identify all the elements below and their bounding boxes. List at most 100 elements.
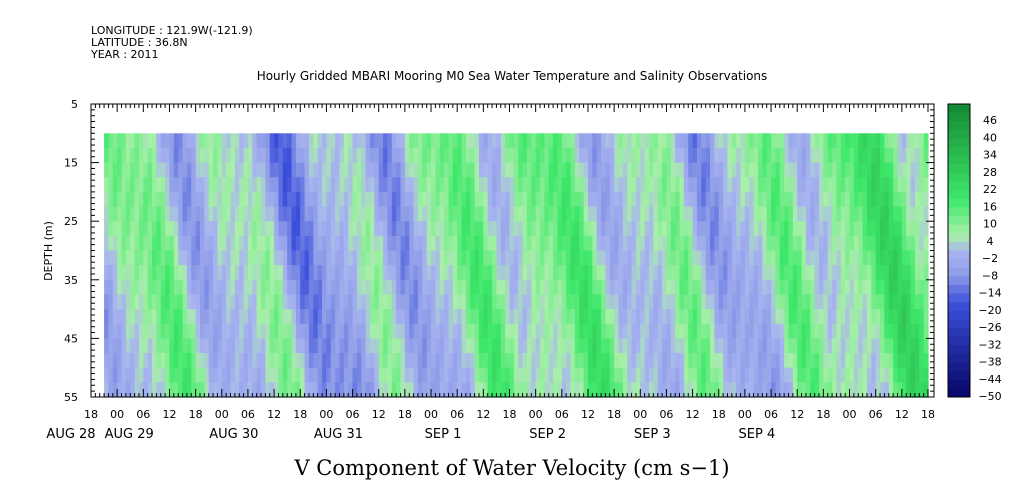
heatmap-cell — [901, 191, 907, 208]
heatmap-cell — [500, 206, 506, 222]
heatmap-cell — [579, 265, 585, 281]
heatmap-cell — [688, 367, 694, 383]
heatmap-cell — [505, 265, 511, 281]
heatmap-cell — [875, 177, 881, 193]
heatmap-cell — [609, 235, 615, 252]
heatmap-cell — [431, 221, 436, 237]
heatmap-cell — [914, 250, 920, 266]
colorbar-swatch — [948, 328, 970, 338]
heatmap-cell — [204, 382, 210, 398]
heatmap-cell — [165, 250, 171, 266]
heatmap-cell — [383, 206, 389, 222]
heatmap-cell — [387, 162, 393, 178]
heatmap-cell — [710, 250, 715, 266]
heatmap-cell — [762, 147, 768, 164]
heatmap-cell — [731, 250, 737, 266]
heatmap-cell — [675, 162, 681, 178]
heatmap-cell — [893, 177, 899, 193]
heatmap-cell — [461, 323, 467, 339]
heatmap-cell — [387, 338, 393, 354]
heatmap-cell — [426, 235, 432, 252]
heatmap-cell — [356, 338, 362, 354]
heatmap-cell — [805, 279, 811, 296]
heatmap-cell — [866, 147, 872, 164]
heatmap-cell — [531, 367, 537, 383]
heatmap-cell — [234, 338, 240, 354]
heatmap-cell — [731, 206, 737, 222]
heatmap-cell — [631, 177, 637, 193]
heatmap-cell — [522, 294, 528, 310]
x-date-label: SEP 3 — [634, 427, 671, 442]
heatmap-cell — [649, 265, 654, 281]
heatmap-cell — [330, 353, 336, 369]
heatmap-cell — [618, 382, 624, 398]
heatmap-cell — [138, 177, 144, 193]
heatmap-cell — [914, 353, 920, 369]
heatmap-cell — [400, 294, 406, 310]
heatmap-cell — [727, 221, 733, 237]
heatmap-cell — [587, 206, 593, 222]
heatmap-cell — [465, 382, 471, 398]
heatmap-cell — [217, 382, 223, 398]
heatmap-cell — [731, 191, 737, 208]
heatmap-cell — [627, 323, 633, 339]
heatmap-cell — [339, 265, 345, 281]
heatmap-cell — [553, 177, 559, 193]
heatmap-cell — [400, 162, 406, 178]
heatmap-cell — [513, 309, 519, 325]
heatmap-cell — [557, 338, 563, 354]
heatmap-cell — [213, 191, 219, 208]
heatmap-cell — [478, 206, 484, 222]
heatmap-cell — [701, 147, 707, 164]
heatmap-cell — [753, 250, 759, 266]
heatmap-cell — [461, 279, 467, 296]
heatmap-cell — [422, 162, 428, 178]
heatmap-cell — [779, 309, 785, 325]
heatmap-cell — [880, 191, 886, 208]
heatmap-cell — [875, 221, 881, 237]
heatmap-cell — [383, 250, 389, 266]
heatmap-cell — [134, 265, 140, 281]
heatmap-cell — [705, 323, 711, 339]
heatmap-cell — [862, 250, 868, 266]
heatmap-cell — [404, 221, 410, 237]
heatmap-cell — [330, 206, 336, 222]
heatmap-cell — [226, 309, 232, 325]
heatmap-cell — [692, 353, 698, 369]
heatmap-cell — [247, 353, 253, 369]
heatmap-cell — [618, 353, 624, 369]
heatmap-cell — [121, 250, 127, 266]
heatmap-cell — [788, 323, 794, 339]
heatmap-cell — [160, 162, 166, 178]
heatmap-cell — [875, 235, 881, 252]
heatmap-cell — [317, 323, 323, 339]
heatmap-cell — [705, 309, 711, 325]
heatmap-cell — [692, 338, 698, 354]
heatmap-cell — [457, 177, 463, 193]
heatmap-cell — [265, 294, 271, 310]
heatmap-cell — [666, 382, 672, 398]
x-hour-label: 12 — [790, 408, 804, 421]
heatmap-cell — [426, 250, 432, 266]
heatmap-cell — [749, 382, 755, 398]
heatmap-cell — [744, 147, 750, 164]
heatmap-cell — [627, 279, 633, 296]
heatmap-cell — [840, 147, 846, 164]
heatmap-cell — [156, 382, 162, 398]
heatmap-cell — [487, 221, 493, 237]
heatmap-cell — [644, 133, 650, 149]
heatmap-cell — [186, 177, 192, 193]
x-hour-label: 00 — [424, 408, 438, 421]
heatmap-cell — [744, 309, 750, 325]
heatmap-cell — [287, 279, 293, 296]
heatmap-cell — [675, 279, 681, 296]
heatmap-cell — [261, 250, 266, 266]
heatmap-cell — [269, 177, 275, 193]
heatmap-cell — [823, 147, 829, 164]
heatmap-cell — [234, 309, 240, 325]
heatmap-cell — [705, 147, 711, 164]
heatmap-cell — [156, 279, 162, 296]
heatmap-cell — [832, 206, 838, 222]
heatmap-cell — [548, 221, 554, 237]
